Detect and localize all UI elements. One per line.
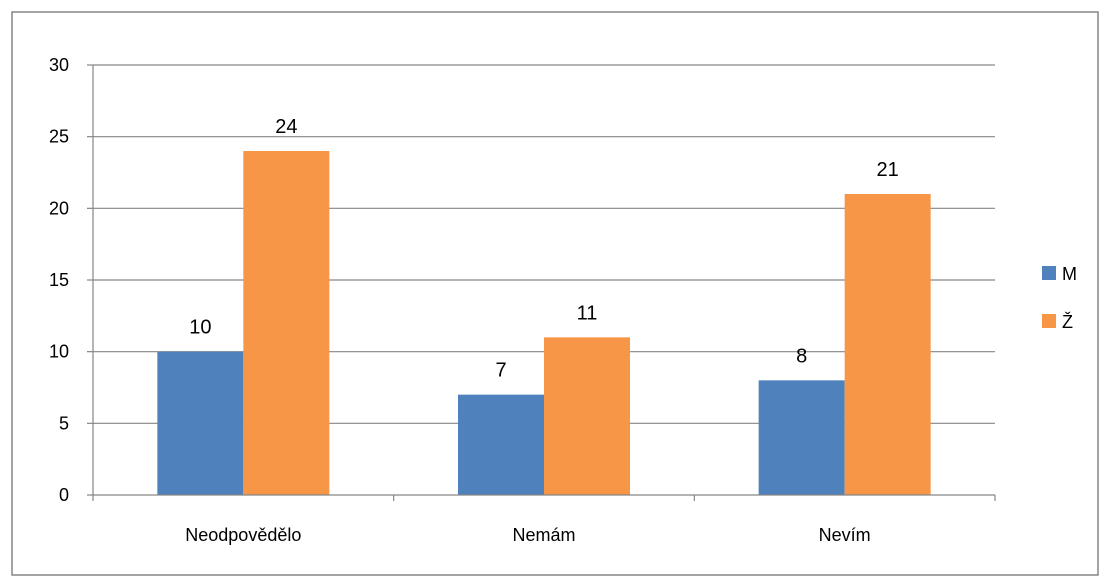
bar-Ž-Neodpovědělo bbox=[243, 151, 330, 495]
bars bbox=[157, 151, 931, 495]
legend-label: Ž bbox=[1062, 312, 1073, 332]
data-label: 8 bbox=[796, 345, 807, 367]
data-label: 24 bbox=[275, 116, 297, 138]
x-tick-label: Nemám bbox=[512, 525, 575, 545]
y-tick-label: 5 bbox=[59, 413, 69, 433]
x-tick-label: Neodpovědělo bbox=[185, 525, 301, 545]
bar-M-Neodpovědělo bbox=[157, 351, 244, 495]
bar-Ž-Nevím bbox=[844, 194, 931, 495]
x-axis: Neodpovědělo Nemám Nevím bbox=[92, 494, 996, 545]
y-tick-label: 0 bbox=[59, 485, 69, 505]
y-tick-label: 10 bbox=[49, 342, 69, 362]
x-tick-label: Nevím bbox=[819, 525, 871, 545]
legend: MŽ bbox=[1042, 264, 1077, 332]
data-label: 21 bbox=[877, 159, 899, 181]
y-tick-label: 25 bbox=[49, 127, 69, 147]
y-tick-label: 30 bbox=[49, 55, 69, 75]
bar-M-Nemám bbox=[458, 394, 544, 495]
data-label: 10 bbox=[189, 317, 211, 339]
legend-label: M bbox=[1062, 264, 1077, 284]
y-tick-label: 20 bbox=[49, 198, 69, 218]
legend-swatch bbox=[1042, 266, 1056, 280]
data-label: 7 bbox=[495, 360, 506, 382]
bar-Ž-Nemám bbox=[544, 337, 630, 495]
data-label: 11 bbox=[577, 302, 598, 324]
y-axis: 0 5 10 15 20 25 30 bbox=[49, 55, 94, 505]
y-tick-label: 15 bbox=[49, 270, 69, 290]
bar-M-Nevím bbox=[758, 380, 845, 495]
legend-swatch bbox=[1042, 314, 1056, 328]
data-labels: 10 24 7 11 8 21 bbox=[189, 116, 899, 382]
